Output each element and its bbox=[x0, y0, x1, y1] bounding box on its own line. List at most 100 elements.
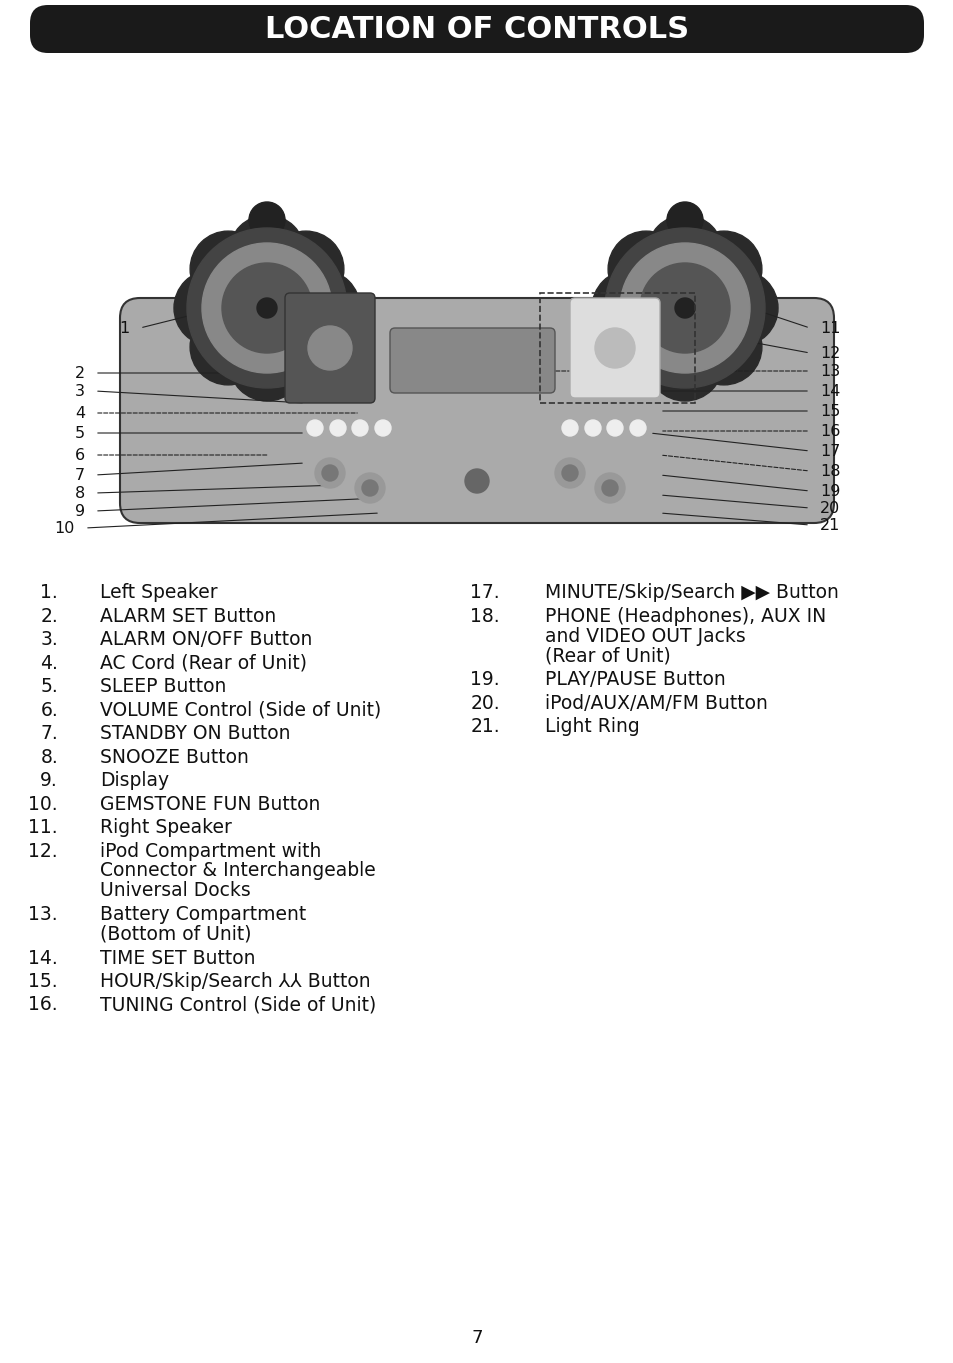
Circle shape bbox=[202, 243, 332, 373]
Text: 17.: 17. bbox=[470, 583, 499, 602]
Text: 4.: 4. bbox=[40, 653, 58, 672]
Circle shape bbox=[619, 243, 749, 373]
Circle shape bbox=[607, 232, 683, 307]
Text: 18: 18 bbox=[820, 463, 840, 478]
FancyBboxPatch shape bbox=[120, 298, 833, 523]
Text: VOLUME Control (Side of Unit): VOLUME Control (Side of Unit) bbox=[100, 701, 381, 720]
Text: Display: Display bbox=[100, 771, 169, 791]
Text: 18.: 18. bbox=[470, 607, 499, 626]
Circle shape bbox=[595, 328, 635, 368]
Text: LOCATION OF CONTROLS: LOCATION OF CONTROLS bbox=[265, 15, 688, 44]
Circle shape bbox=[606, 420, 622, 436]
Text: (Bottom of Unit): (Bottom of Unit) bbox=[100, 925, 252, 945]
Circle shape bbox=[595, 473, 624, 503]
Text: SLEEP Button: SLEEP Button bbox=[100, 677, 226, 696]
Text: 6: 6 bbox=[74, 447, 85, 462]
Text: 8.: 8. bbox=[40, 747, 58, 766]
Text: 15: 15 bbox=[820, 403, 840, 418]
Circle shape bbox=[375, 420, 391, 436]
Text: 17: 17 bbox=[820, 443, 840, 458]
Circle shape bbox=[604, 228, 764, 388]
Text: 9.: 9. bbox=[40, 771, 58, 791]
Text: PHONE (Headphones), AUX IN: PHONE (Headphones), AUX IN bbox=[544, 607, 825, 626]
Text: AC Cord (Rear of Unit): AC Cord (Rear of Unit) bbox=[100, 653, 307, 672]
Circle shape bbox=[355, 473, 385, 503]
FancyBboxPatch shape bbox=[30, 5, 923, 53]
Text: STANDBY ON Button: STANDBY ON Button bbox=[100, 724, 291, 743]
Circle shape bbox=[685, 309, 761, 384]
Text: 11.: 11. bbox=[29, 818, 58, 837]
Circle shape bbox=[607, 309, 683, 384]
Circle shape bbox=[629, 420, 645, 436]
Circle shape bbox=[352, 420, 368, 436]
Circle shape bbox=[284, 270, 359, 346]
Text: 13.: 13. bbox=[29, 905, 58, 924]
Circle shape bbox=[701, 270, 778, 346]
Text: 6.: 6. bbox=[40, 701, 58, 720]
Text: PLAY/PAUSE Button: PLAY/PAUSE Button bbox=[544, 671, 725, 690]
Circle shape bbox=[268, 309, 343, 384]
Text: 10.: 10. bbox=[29, 795, 58, 814]
Circle shape bbox=[190, 309, 266, 384]
Text: iPod Compartment with: iPod Compartment with bbox=[100, 841, 321, 860]
Circle shape bbox=[314, 458, 345, 488]
Text: 4: 4 bbox=[74, 406, 85, 421]
Text: TIME SET Button: TIME SET Button bbox=[100, 949, 255, 968]
Circle shape bbox=[646, 215, 722, 290]
Circle shape bbox=[584, 420, 600, 436]
Text: 20: 20 bbox=[820, 500, 840, 515]
Text: 16.: 16. bbox=[29, 995, 58, 1014]
Text: MINUTE/Skip/Search ▶▶ Button: MINUTE/Skip/Search ▶▶ Button bbox=[544, 583, 838, 602]
Text: 12.: 12. bbox=[29, 841, 58, 860]
Text: 7: 7 bbox=[74, 468, 85, 483]
Circle shape bbox=[322, 465, 337, 481]
Text: and VIDEO OUT Jacks: and VIDEO OUT Jacks bbox=[544, 627, 745, 646]
Text: 19.: 19. bbox=[470, 671, 499, 690]
Circle shape bbox=[229, 215, 305, 290]
Circle shape bbox=[222, 263, 312, 353]
Text: 8: 8 bbox=[74, 485, 85, 500]
Circle shape bbox=[229, 324, 305, 401]
Text: 10: 10 bbox=[54, 521, 75, 536]
Circle shape bbox=[190, 232, 266, 307]
Text: Right Speaker: Right Speaker bbox=[100, 818, 232, 837]
Text: 19: 19 bbox=[820, 484, 840, 499]
Circle shape bbox=[666, 202, 702, 239]
Circle shape bbox=[601, 480, 618, 496]
Circle shape bbox=[561, 420, 578, 436]
Text: 5.: 5. bbox=[40, 677, 58, 696]
Circle shape bbox=[268, 232, 343, 307]
Text: 7.: 7. bbox=[40, 724, 58, 743]
Text: Light Ring: Light Ring bbox=[544, 717, 639, 736]
Circle shape bbox=[256, 298, 276, 318]
Circle shape bbox=[675, 298, 695, 318]
Text: Connector & Interchangeable: Connector & Interchangeable bbox=[100, 861, 375, 880]
Text: 2: 2 bbox=[74, 365, 85, 380]
Text: 15.: 15. bbox=[29, 972, 58, 991]
Text: iPod/AUX/AM/FM Button: iPod/AUX/AM/FM Button bbox=[544, 694, 767, 713]
Bar bbox=[539, 293, 695, 403]
Circle shape bbox=[308, 326, 352, 369]
Circle shape bbox=[330, 420, 346, 436]
Text: 16: 16 bbox=[820, 424, 840, 439]
Text: ALARM SET Button: ALARM SET Button bbox=[100, 607, 276, 626]
FancyBboxPatch shape bbox=[285, 293, 375, 403]
Circle shape bbox=[187, 228, 347, 388]
Text: HOUR/Skip/Search ⅄⅄ Button: HOUR/Skip/Search ⅄⅄ Button bbox=[100, 972, 370, 991]
Text: 5: 5 bbox=[74, 425, 85, 440]
Text: 14: 14 bbox=[820, 383, 840, 398]
Circle shape bbox=[307, 420, 323, 436]
Text: Left Speaker: Left Speaker bbox=[100, 583, 217, 602]
Text: 9: 9 bbox=[74, 503, 85, 518]
Text: 2.: 2. bbox=[40, 607, 58, 626]
Text: 20.: 20. bbox=[470, 694, 499, 713]
Text: 12: 12 bbox=[820, 345, 840, 360]
Text: ALARM ON/OFF Button: ALARM ON/OFF Button bbox=[100, 630, 312, 649]
Circle shape bbox=[639, 263, 729, 353]
Text: 1.: 1. bbox=[40, 583, 58, 602]
Text: 11: 11 bbox=[820, 320, 840, 335]
Circle shape bbox=[249, 202, 285, 239]
Text: 3: 3 bbox=[75, 383, 85, 398]
Text: 13: 13 bbox=[820, 364, 840, 379]
Text: 14.: 14. bbox=[29, 949, 58, 968]
